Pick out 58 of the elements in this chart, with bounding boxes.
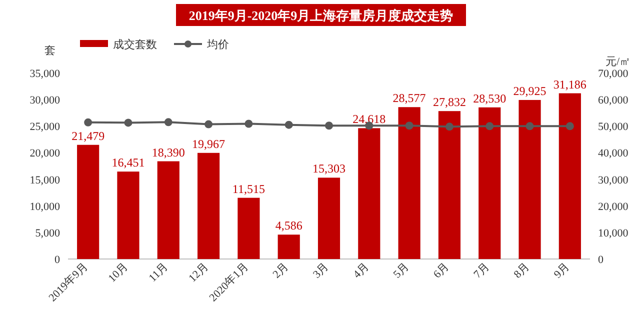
data-label: 31,186 bbox=[553, 77, 586, 92]
bar bbox=[77, 144, 100, 259]
y2-tick-label: 10,000 bbox=[598, 227, 629, 240]
x-tick-label: 6月 bbox=[431, 260, 452, 281]
y-tick-label: 35,000 bbox=[30, 68, 60, 80]
y2-tick-label: 40,000 bbox=[598, 148, 629, 160]
y-tick-label: 15,000 bbox=[30, 174, 60, 186]
y2-tick-label: 20,000 bbox=[598, 200, 629, 213]
x-tick-label: 11月 bbox=[146, 260, 171, 284]
bar bbox=[558, 93, 581, 259]
y2-tick-label: 60,000 bbox=[598, 94, 629, 107]
x-tick-label: 10月 bbox=[106, 260, 130, 285]
bar bbox=[117, 172, 140, 259]
bar bbox=[438, 111, 461, 259]
data-label: 28,577 bbox=[392, 91, 426, 106]
data-label: 28,530 bbox=[473, 91, 506, 106]
bar bbox=[157, 161, 180, 259]
y-tick-label: 25,000 bbox=[30, 121, 60, 134]
x-tick-label: 5月 bbox=[391, 260, 412, 281]
x-tick-label: 3月 bbox=[310, 260, 332, 281]
y2-tick-label: 70,000 bbox=[598, 68, 629, 80]
data-label: 18,390 bbox=[152, 145, 185, 160]
x-tick-label: 8月 bbox=[512, 260, 532, 281]
y-tick-label: 5,000 bbox=[35, 227, 60, 240]
data-label: 21,479 bbox=[72, 128, 105, 143]
y2-tick-label: 0 bbox=[598, 254, 604, 266]
x-tick-label: 4月 bbox=[351, 260, 372, 281]
bar bbox=[278, 234, 300, 259]
y2-axis-title: 元/㎡ bbox=[605, 56, 631, 68]
bar bbox=[398, 107, 420, 259]
data-label: 24,618 bbox=[352, 112, 386, 126]
bar bbox=[478, 107, 501, 259]
y-tick-label: 20,000 bbox=[30, 148, 60, 160]
y-tick-label: 30,000 bbox=[30, 94, 60, 107]
bar bbox=[238, 198, 260, 259]
legend-label: 成交套数 bbox=[113, 38, 157, 51]
data-label: 11,515 bbox=[232, 182, 265, 196]
x-tick-label: 2月 bbox=[270, 260, 291, 281]
chart-title: 2019年9月-2020年9月上海存量房月度成交走势 bbox=[188, 8, 454, 23]
data-label: 4,586 bbox=[275, 218, 302, 233]
bar bbox=[358, 128, 380, 259]
bar bbox=[518, 100, 541, 259]
x-tick-label: 12月 bbox=[186, 260, 211, 285]
y2-tick-label: 50,000 bbox=[598, 121, 629, 134]
data-label: 16,451 bbox=[112, 156, 145, 170]
y-axis-title: 套 bbox=[44, 45, 56, 57]
y2-tick-label: 30,000 bbox=[598, 174, 629, 186]
bar bbox=[318, 178, 340, 259]
x-tick-label: 9月 bbox=[552, 260, 572, 281]
y-tick-label: 0 bbox=[54, 254, 60, 266]
data-label: 15,303 bbox=[312, 162, 346, 176]
legend-label: 均价 bbox=[206, 39, 229, 51]
data-label: 19,967 bbox=[192, 136, 226, 151]
x-tick-label: 7月 bbox=[472, 260, 492, 281]
data-label: 27,832 bbox=[432, 95, 466, 110]
bar bbox=[197, 152, 220, 259]
data-label: 29,925 bbox=[513, 84, 546, 98]
y-tick-label: 10,000 bbox=[30, 200, 60, 213]
